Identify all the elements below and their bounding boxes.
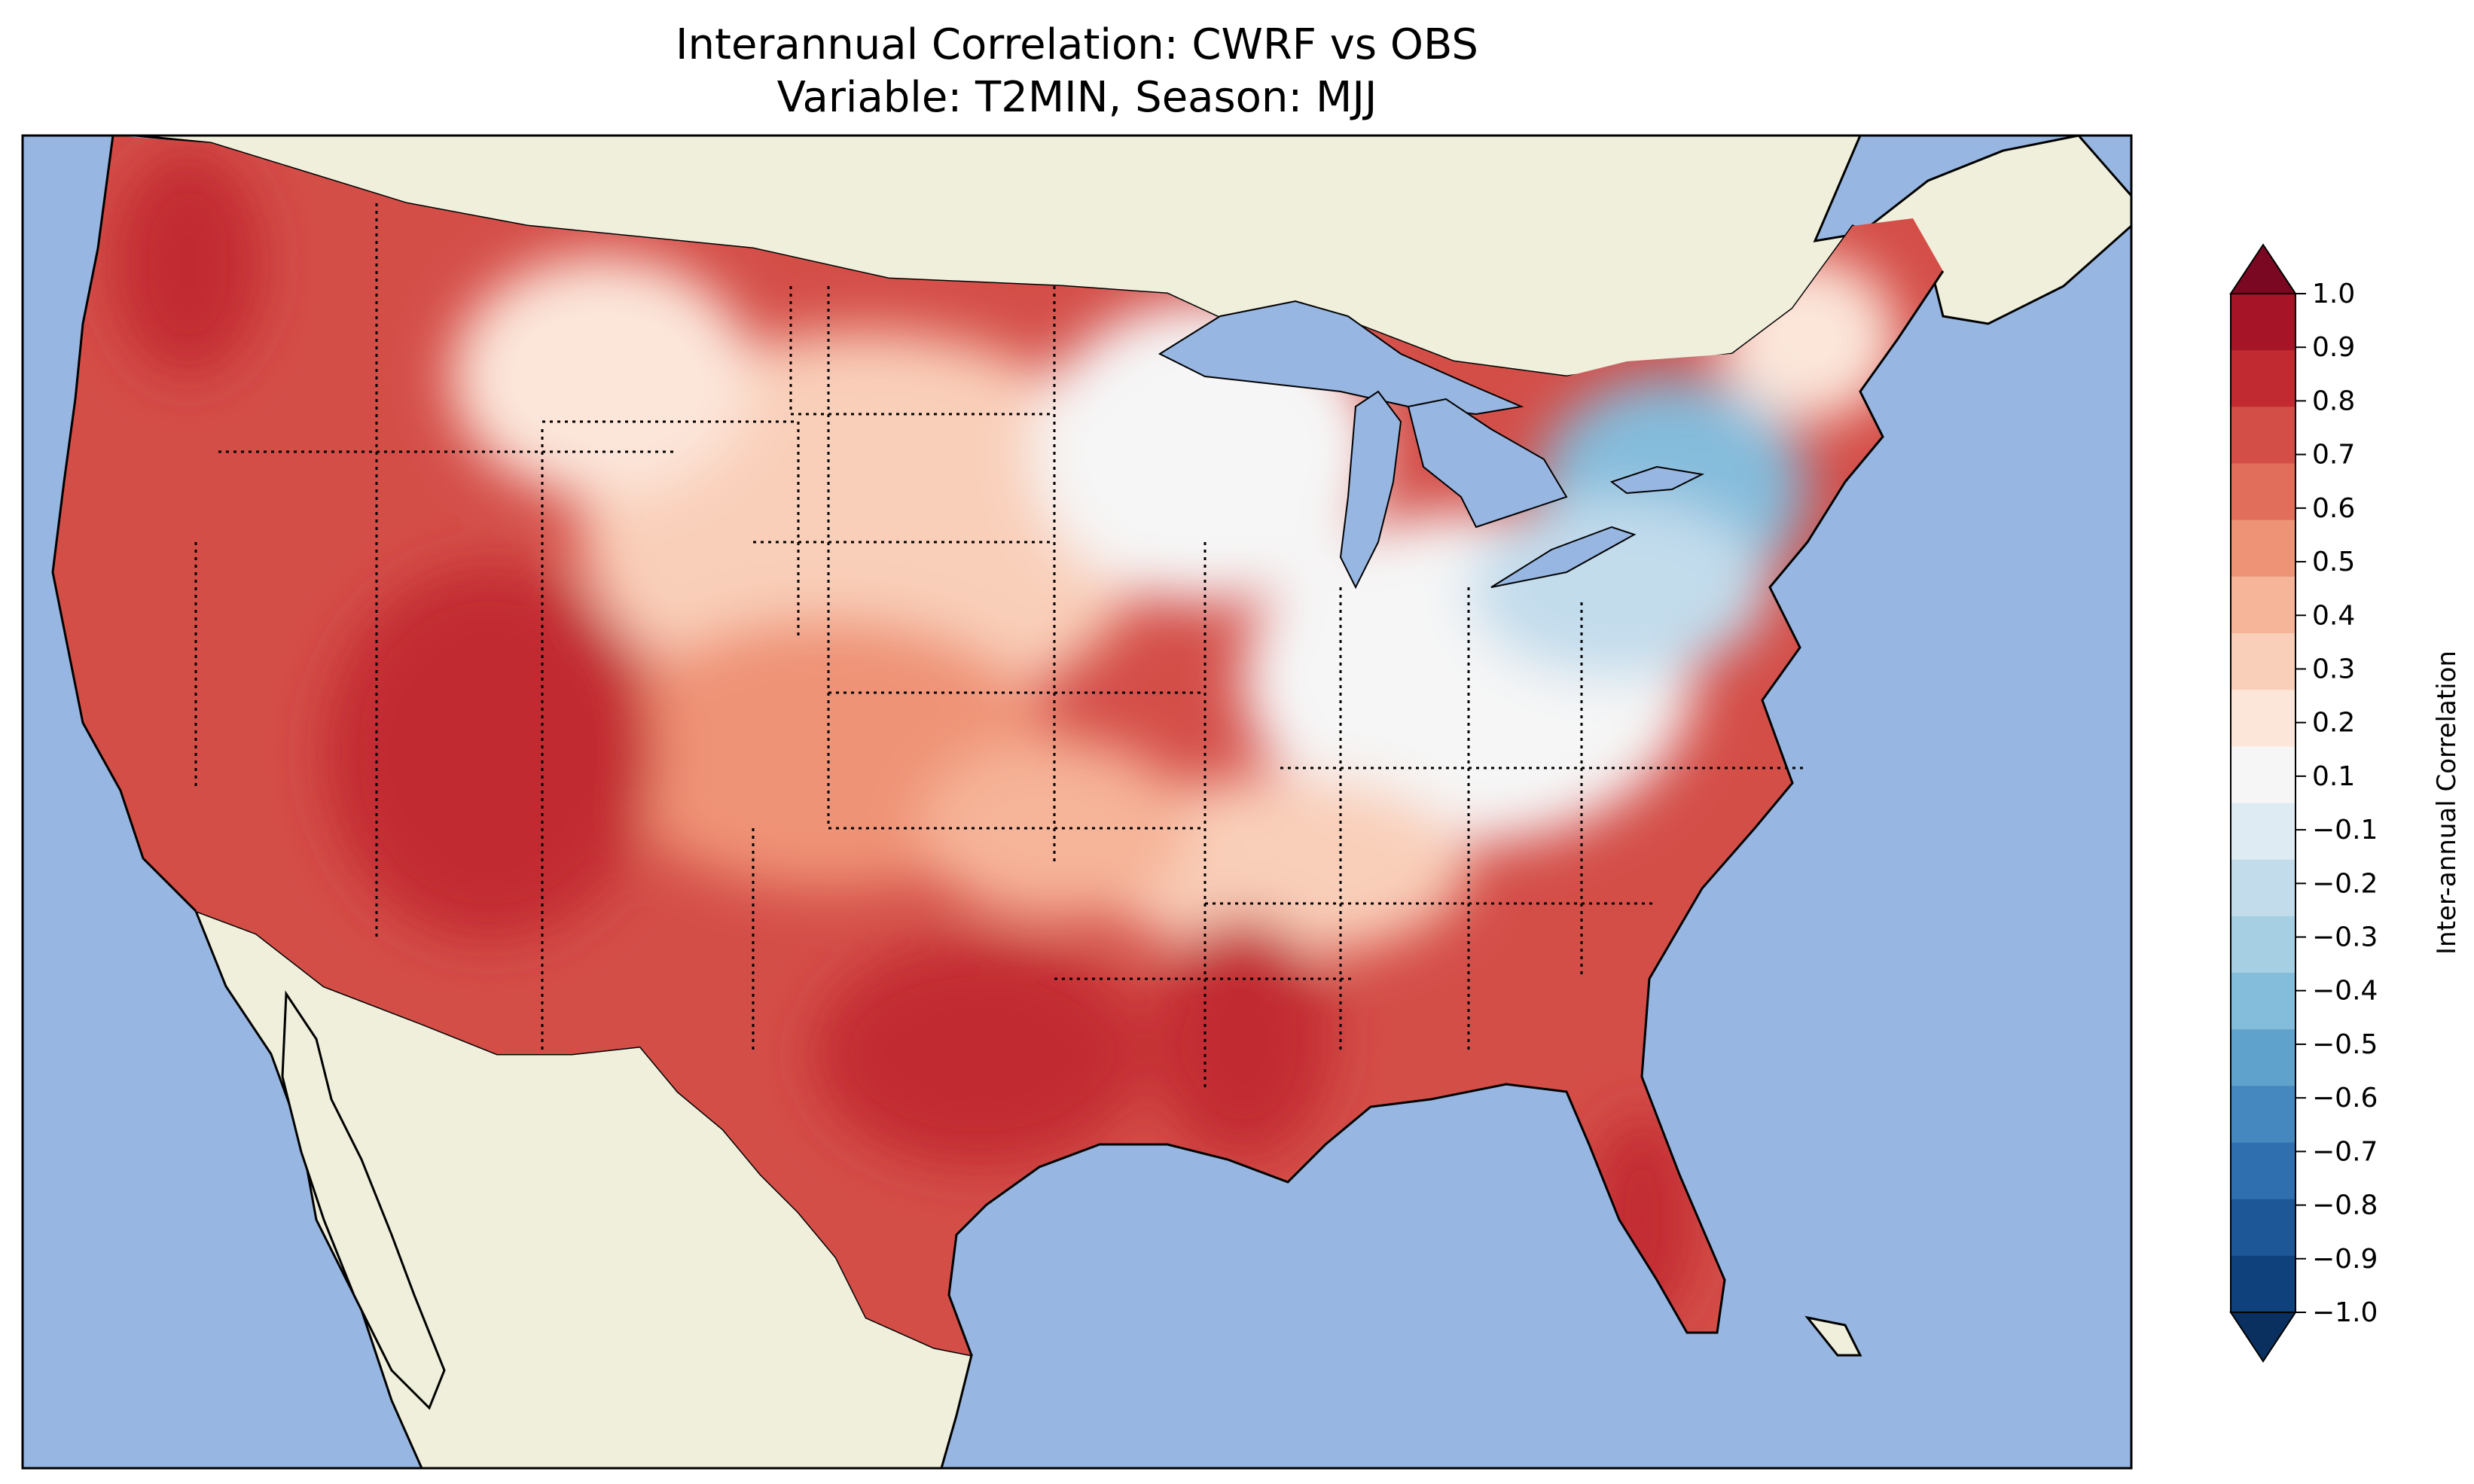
colorbar-band bbox=[2231, 916, 2296, 974]
colorbar-bands bbox=[2231, 294, 2296, 1313]
great-lakes bbox=[1158, 300, 1705, 590]
colorbar-band bbox=[2231, 407, 2296, 464]
colorbar-band bbox=[2231, 463, 2296, 521]
lake-ontario bbox=[1609, 465, 1705, 495]
colorbar-tick-label: 1.0 bbox=[2312, 279, 2355, 309]
map-panel bbox=[21, 134, 2133, 1470]
us-coastline bbox=[51, 135, 1945, 1356]
colorbar-band bbox=[2231, 690, 2296, 747]
colorbar-band bbox=[2231, 973, 2296, 1030]
colorbar-tick-label: −0.9 bbox=[2312, 1244, 2378, 1275]
title-line-2: Variable: T2MIN, Season: MJJ bbox=[777, 73, 1377, 122]
colorbar-tick-label: −0.2 bbox=[2312, 868, 2378, 899]
colorbar-tick-label: 0.7 bbox=[2312, 440, 2355, 471]
colorbar-band bbox=[2231, 1086, 2296, 1143]
colorbar-tick-label: 0.9 bbox=[2312, 332, 2355, 363]
colorbar-tick-label: −0.4 bbox=[2312, 976, 2378, 1007]
lake-michigan bbox=[1339, 390, 1402, 590]
colorbar-band bbox=[2231, 1029, 2296, 1086]
colorbar-band bbox=[2231, 576, 2296, 634]
colorbar-label: Inter-annual Correlation bbox=[2432, 651, 2462, 955]
colorbar-ticks: 1.0 0.9 0.8 0.7 0.6 0.5 0.4 0.3 0.2 0.1 −0.1 −0.2 −0… bbox=[2296, 279, 2378, 1328]
colorbar-band bbox=[2231, 633, 2296, 690]
lake-superior bbox=[1158, 300, 1524, 416]
colorbar-band bbox=[2231, 746, 2296, 803]
colorbar-extend-min bbox=[2229, 1312, 2297, 1363]
lake-huron bbox=[1407, 398, 1568, 529]
colorbar-tick-label: 0.1 bbox=[2312, 761, 2355, 792]
colorbar-band bbox=[2231, 350, 2296, 407]
colorbar-tick-label: 0.4 bbox=[2312, 600, 2355, 631]
map-border bbox=[21, 134, 2133, 1470]
state-borders bbox=[194, 203, 1807, 1092]
colorbar-tick-label: 0.5 bbox=[2312, 547, 2355, 577]
colorbar-band bbox=[2231, 520, 2296, 577]
colorbar-band bbox=[2231, 859, 2296, 917]
colorbar-extend-max bbox=[2229, 243, 2297, 294]
colorbar-tick-label: 0.3 bbox=[2312, 654, 2355, 684]
colorbar-band bbox=[2231, 1142, 2296, 1200]
colorbar-tick-label: 0.8 bbox=[2312, 385, 2355, 416]
colorbar-band bbox=[2231, 1255, 2296, 1313]
lake-erie bbox=[1490, 526, 1637, 588]
colorbar-outline bbox=[2230, 293, 2296, 1313]
colorbar-tick-label: −0.5 bbox=[2312, 1029, 2378, 1060]
colorbar: 1.0 0.9 0.8 0.7 0.6 0.5 0.4 0.3 0.2 0.1 −0.1 −0.2 −0… bbox=[2229, 243, 2462, 1363]
colorbar-tick-label: −0.3 bbox=[2312, 922, 2378, 953]
colorbar-tick-label: −1.0 bbox=[2312, 1297, 2378, 1328]
colorbar-tick-label: 0.6 bbox=[2312, 493, 2355, 524]
colorbar-tick-label: 0.2 bbox=[2312, 708, 2355, 739]
colorbar-tick-label: −0.8 bbox=[2312, 1190, 2378, 1221]
colorbar-band bbox=[2231, 1199, 2296, 1257]
cuba-island bbox=[1804, 1315, 1862, 1357]
colorbar-tick-label: −0.7 bbox=[2312, 1136, 2378, 1167]
colorbar-tick-label: −0.1 bbox=[2312, 815, 2378, 846]
title-line-1: Interannual Correlation: CWRF vs OBS bbox=[676, 20, 1478, 69]
baja-peninsula bbox=[281, 990, 446, 1410]
colorbar-tick-label: −0.6 bbox=[2312, 1083, 2378, 1114]
colorbar-band bbox=[2231, 294, 2296, 351]
colorbar-band bbox=[2231, 803, 2296, 861]
